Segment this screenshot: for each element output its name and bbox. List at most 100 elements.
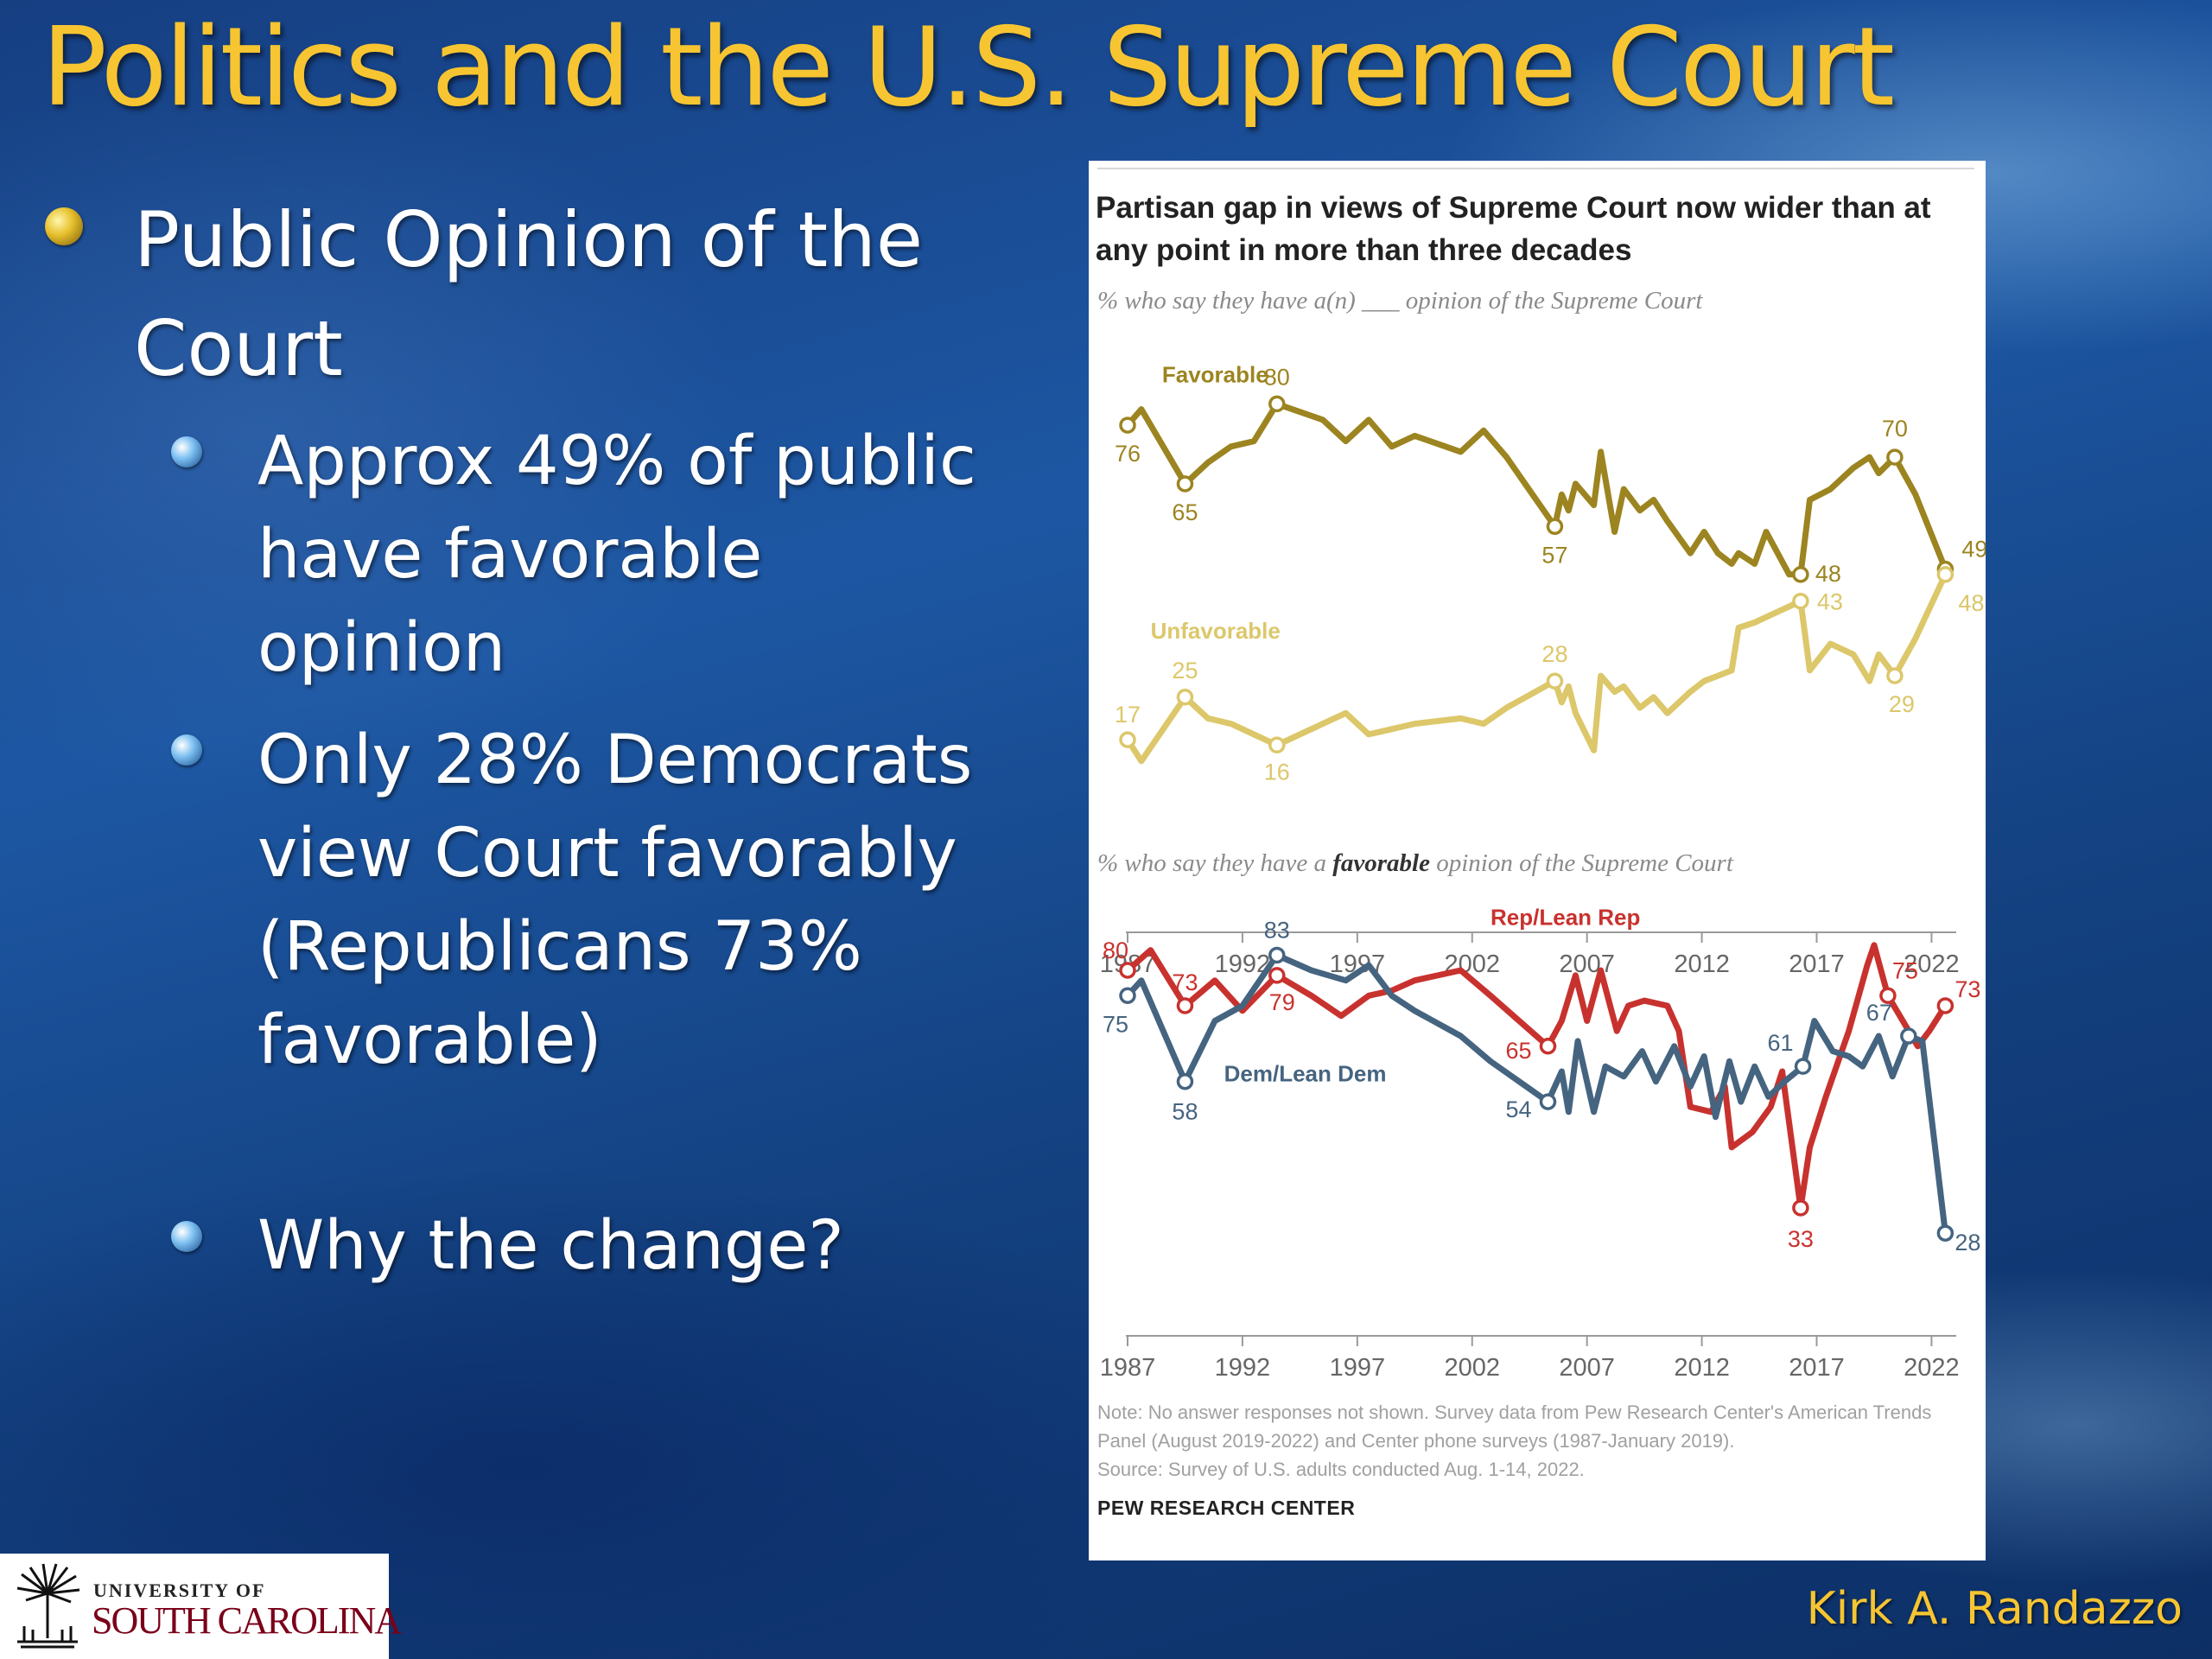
data-label: 80 — [1103, 938, 1128, 963]
x-tick-label: 2007 — [1559, 950, 1615, 978]
data-label: 48 — [1815, 561, 1841, 587]
data-label: 57 — [1541, 542, 1567, 568]
data-point-marker — [1792, 1199, 1809, 1217]
data-point-marker — [1268, 736, 1286, 754]
data-point-marker — [1119, 962, 1136, 979]
data-label: 16 — [1264, 759, 1290, 785]
x-tick-label: 1987 — [1100, 1354, 1156, 1382]
author-name: Kirk A. Randazzo — [1806, 1583, 2183, 1635]
chart-partisan-favorable: 1987 1992 1997 2002 2007 2012 2017 2022 80 73 79 65… — [1100, 904, 1981, 1382]
data-label: 25 — [1172, 658, 1198, 683]
data-point-marker — [1792, 566, 1809, 583]
chart-title: Partisan gap in views of Supreme Court n… — [1096, 191, 1931, 267]
data-label: 17 — [1115, 702, 1141, 728]
data-point-marker — [1176, 475, 1194, 493]
x-tick-label: 2012 — [1674, 1354, 1730, 1382]
data-label: 48 — [1958, 590, 1984, 616]
data-label: 75 — [1103, 1011, 1128, 1037]
data-label: 33 — [1788, 1226, 1814, 1252]
data-point-marker — [1176, 689, 1194, 706]
data-point-marker — [1119, 416, 1136, 434]
data-point-marker — [1176, 997, 1194, 1014]
note-text: Note: No answer responses not shown. Sur… — [1097, 1402, 1932, 1452]
chart2-subtitle: % who say they have a favorable opinion … — [1097, 849, 1733, 877]
source-text: Source: Survey of U.S. adults conducted … — [1097, 1459, 1585, 1480]
x-tick-label: 2022 — [1904, 950, 1960, 978]
data-label: 61 — [1768, 1030, 1794, 1056]
data-label: 83 — [1264, 917, 1290, 943]
panel-divider — [1097, 168, 1974, 169]
data-point-marker — [1879, 987, 1897, 1004]
series-line-dem-lean-dem — [1124, 952, 1948, 1236]
data-point-marker — [1268, 967, 1286, 984]
data-label: 79 — [1269, 989, 1295, 1015]
data-label: 67 — [1866, 1000, 1892, 1026]
data-label: 54 — [1505, 1096, 1531, 1122]
x-tick-label: 2007 — [1559, 1354, 1615, 1382]
data-label: 80 — [1264, 364, 1290, 390]
data-point-marker — [1936, 566, 1955, 583]
data-point-marker — [1546, 672, 1564, 690]
sub-bullet-3: Why the change? — [257, 1207, 844, 1285]
data-point-marker — [1176, 1072, 1194, 1090]
sub-bullet-2: Only 28% Democrats view Court favorably … — [257, 721, 973, 1079]
data-point-marker — [1546, 518, 1564, 536]
data-point-marker — [1900, 1027, 1917, 1045]
data-point-marker — [1792, 592, 1809, 610]
series-line-rep-lean-rep — [1124, 942, 1948, 1211]
sub-bullet-dot-icon — [171, 734, 202, 766]
university-logo: UNIVERSITY OF SOUTH CAROLINA — [0, 1554, 402, 1659]
x-tick-label: 2002 — [1444, 1354, 1500, 1382]
data-point-marker — [1936, 1224, 1955, 1242]
data-point-marker — [1539, 1038, 1557, 1055]
x-tick-label: 1992 — [1215, 1354, 1271, 1382]
sub-bullet-dot-icon — [171, 1221, 202, 1252]
data-label: 76 — [1115, 441, 1141, 467]
data-label: 58 — [1172, 1099, 1198, 1125]
logo-line-2: SOUTH CAROLINA — [92, 1599, 402, 1642]
data-point-marker — [1119, 987, 1136, 1004]
data-label: 70 — [1882, 416, 1908, 442]
chart1-subtitle: % who say they have a(n) ___ opinion of … — [1097, 287, 1703, 315]
x-tick-label: 1997 — [1330, 1354, 1386, 1382]
series-name-label: Favorable — [1162, 362, 1268, 388]
data-label: 73 — [1955, 976, 1980, 1002]
data-point-marker — [1268, 946, 1286, 964]
x-tick-label: 2012 — [1674, 950, 1730, 978]
chart-panel: Partisan gap in views of Supreme Court n… — [1089, 161, 1986, 1560]
series-line-favorable — [1124, 400, 1948, 578]
bullet-dot-icon — [45, 207, 83, 245]
data-label: 49 — [1961, 537, 1986, 563]
data-point-marker — [1268, 395, 1286, 413]
data-label: 65 — [1505, 1038, 1531, 1064]
data-point-marker — [1539, 1093, 1557, 1110]
series-name-label: Unfavorable — [1151, 618, 1281, 644]
x-tick-label: 2022 — [1904, 1354, 1960, 1382]
data-point-marker — [1886, 667, 1904, 684]
data-label: 75 — [1892, 957, 1918, 983]
data-point-marker — [1119, 731, 1136, 748]
chart-note: Note: No answer responses not shown. Sur… — [1097, 1398, 1970, 1484]
bullet-main: Public Opinion of the Court — [134, 195, 923, 393]
x-tick-label: 2017 — [1789, 950, 1845, 978]
data-point-marker — [1886, 448, 1904, 466]
logo-line-1: UNIVERSITY OF — [93, 1580, 266, 1601]
data-label: 43 — [1817, 589, 1843, 615]
data-label: 73 — [1172, 969, 1198, 995]
series-name-label: Rep/Lean Rep — [1491, 904, 1640, 930]
palmetto-tree-icon — [16, 1563, 80, 1649]
chart-favorable-unfavorable: 1987199219972002200720122017202276658057… — [1100, 362, 1986, 978]
data-point-marker — [1936, 997, 1955, 1014]
data-label: 28 — [1541, 641, 1567, 667]
data-point-marker — [1794, 1058, 1812, 1075]
slide-title: Politics and the U.S. Supreme Court — [41, 3, 1895, 130]
sub-bullet-dot-icon — [171, 436, 202, 467]
series-name-label: Dem/Lean Dem — [1224, 1061, 1387, 1087]
series-line-unfavorable — [1124, 571, 1948, 765]
data-label: 65 — [1172, 499, 1198, 525]
x-tick-label: 2017 — [1789, 1354, 1845, 1382]
sub-bullet-1: Approx 49% of public have favorable opin… — [257, 423, 976, 687]
bullet-list: Public Opinion of the Court Approx 49% o… — [0, 0, 1071, 1296]
data-label: 28 — [1955, 1230, 1980, 1255]
data-label: 29 — [1889, 691, 1915, 717]
